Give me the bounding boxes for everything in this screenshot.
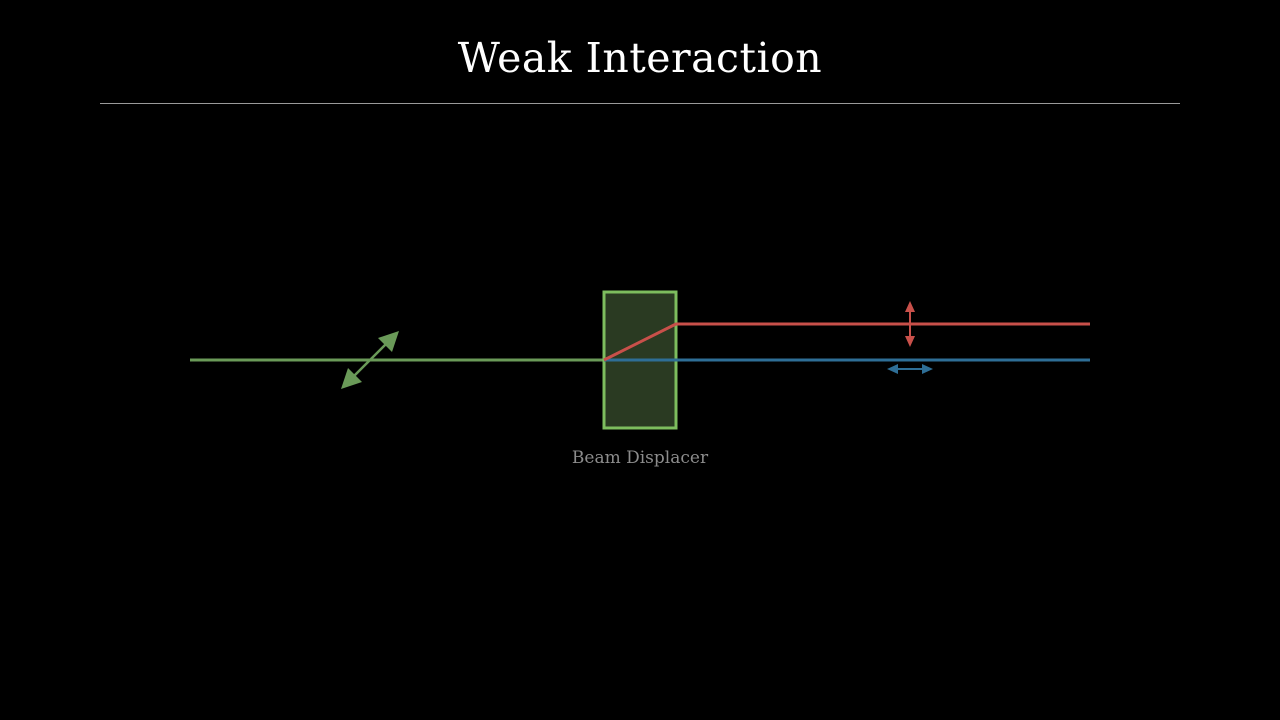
- horizontal-polarization-arrow-icon: [887, 364, 933, 374]
- beam-displacer-label: Beam Displacer: [572, 448, 709, 468]
